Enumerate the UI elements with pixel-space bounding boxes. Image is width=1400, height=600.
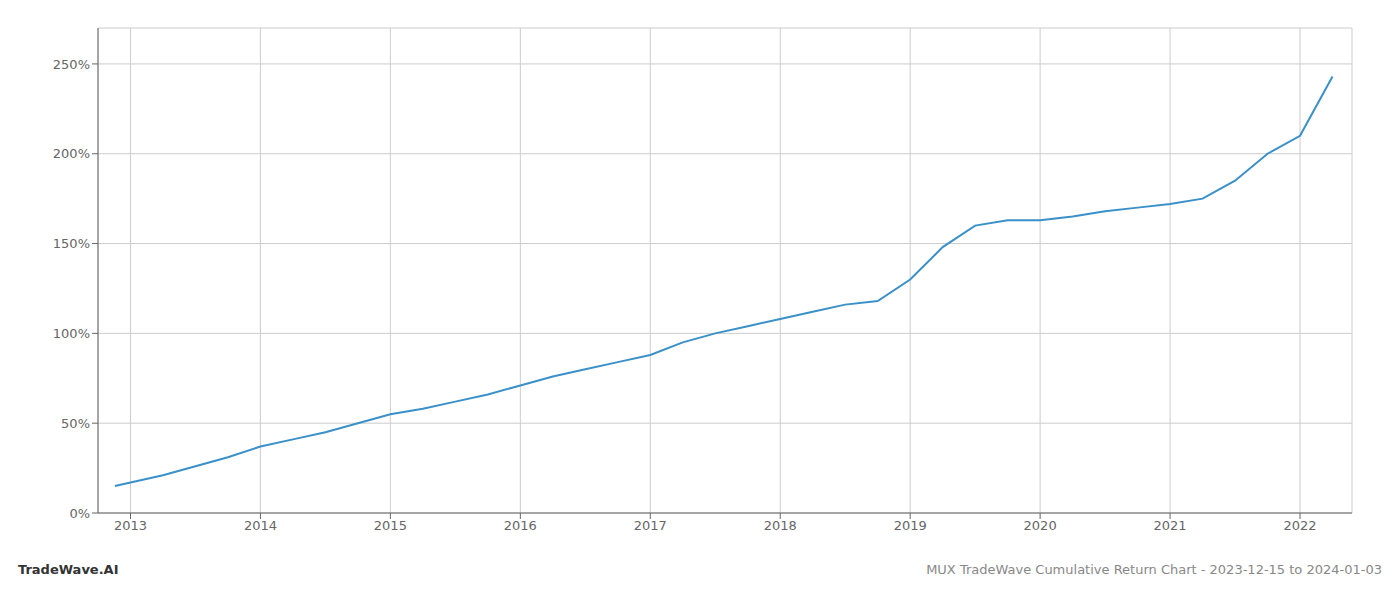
svg-text:50%: 50% bbox=[61, 416, 90, 431]
svg-text:250%: 250% bbox=[53, 57, 90, 72]
svg-text:100%: 100% bbox=[53, 326, 90, 341]
svg-text:2018: 2018 bbox=[764, 518, 797, 533]
html-text:TradeWave.AI: TradeWave.AI bbox=[18, 562, 119, 577]
svg-text:2020: 2020 bbox=[1024, 518, 1057, 533]
svg-text:2014: 2014 bbox=[244, 518, 277, 533]
html-text:MUX TradeWave Cumulative Retur: MUX TradeWave Cumulative Return Chart - … bbox=[926, 562, 1382, 577]
svg-text:0%: 0% bbox=[69, 506, 90, 521]
svg-text:150%: 150% bbox=[53, 236, 90, 251]
svg-text:2017: 2017 bbox=[634, 518, 667, 533]
svg-text:2016: 2016 bbox=[504, 518, 537, 533]
svg-text:2015: 2015 bbox=[374, 518, 407, 533]
svg-text:2022: 2022 bbox=[1283, 518, 1316, 533]
svg-text:2021: 2021 bbox=[1154, 518, 1187, 533]
svg-text:2019: 2019 bbox=[894, 518, 927, 533]
svg-text:2013: 2013 bbox=[114, 518, 147, 533]
svg-text:200%: 200% bbox=[53, 146, 90, 161]
